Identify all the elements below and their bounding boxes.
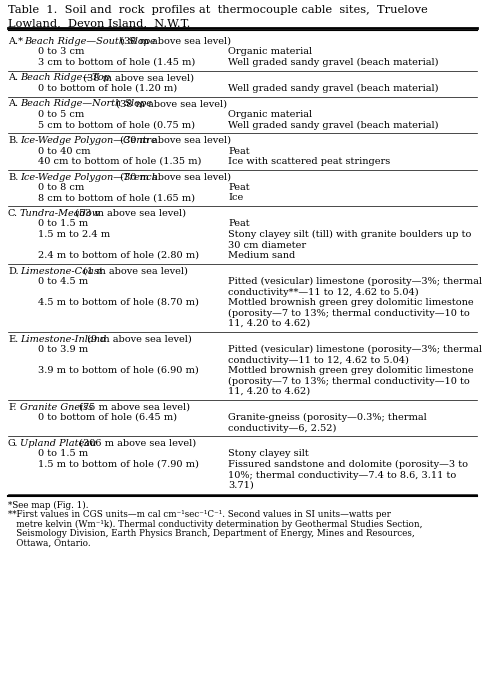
Text: Stony clayey silt: Stony clayey silt [227, 450, 308, 458]
Text: Lowland,  Devon Island,  N.W.T.: Lowland, Devon Island, N.W.T. [8, 18, 190, 28]
Text: metre kelvin (Wm⁻¹k). Thermal conductivity determination by Geothermal Studies S: metre kelvin (Wm⁻¹k). Thermal conductivi… [8, 520, 422, 529]
Text: Limestone-Coast: Limestone-Coast [20, 267, 102, 276]
Text: Ice-Wedge Polygon—Centre: Ice-Wedge Polygon—Centre [20, 136, 156, 145]
Text: *See map (Fig. 1).: *See map (Fig. 1). [8, 500, 88, 510]
Text: Pitted (vesicular) limestone (porosity—3%; thermal
conductivity—11 to 12, 4.62 t: Pitted (vesicular) limestone (porosity—3… [227, 345, 481, 365]
Text: **First values in CGS units—m cal cm⁻¹sec⁻¹C⁻¹. Second values in SI units—watts : **First values in CGS units—m cal cm⁻¹se… [8, 510, 390, 519]
Text: A.: A. [8, 100, 18, 108]
Text: Ice-Wedge Polygon—Trench: Ice-Wedge Polygon—Trench [20, 173, 157, 181]
Text: G.: G. [8, 439, 18, 448]
Text: B.: B. [8, 173, 18, 181]
Text: Well graded sandy gravel (beach material): Well graded sandy gravel (beach material… [227, 121, 438, 129]
Text: 0 to 4.5 m: 0 to 4.5 m [38, 277, 88, 286]
Text: Ice with scattered peat stringers: Ice with scattered peat stringers [227, 157, 390, 166]
Text: A.: A. [8, 74, 18, 83]
Text: 0 to 1.5 m: 0 to 1.5 m [38, 450, 88, 458]
Text: Beach Ridge—North Slope: Beach Ridge—North Slope [20, 100, 151, 108]
Text: (38 m above sea level): (38 m above sea level) [80, 74, 194, 83]
Text: Stony clayey silt (till) with granite boulders up to
30 cm diameter: Stony clayey silt (till) with granite bo… [227, 230, 470, 250]
Text: 0 to 1.5 m: 0 to 1.5 m [38, 219, 88, 229]
Text: C.: C. [8, 209, 18, 218]
Text: 8 cm to bottom of hole (1.65 m): 8 cm to bottom of hole (1.65 m) [38, 194, 195, 202]
Text: (30 m above sea level): (30 m above sea level) [116, 136, 230, 145]
Text: D.: D. [8, 267, 18, 276]
Text: Beach Ridge—South Slope: Beach Ridge—South Slope [24, 37, 155, 46]
Text: 0 to bottom of hole (1.20 m): 0 to bottom of hole (1.20 m) [38, 84, 177, 93]
Text: Organic material: Organic material [227, 110, 312, 119]
Text: Organic material: Organic material [227, 47, 312, 56]
Text: 3.9 m to bottom of hole (6.90 m): 3.9 m to bottom of hole (6.90 m) [38, 366, 198, 375]
Text: (38 m above sea level): (38 m above sea level) [117, 37, 230, 46]
Text: Beach Ridge—Top: Beach Ridge—Top [20, 74, 109, 83]
Text: 4.5 m to bottom of hole (8.70 m): 4.5 m to bottom of hole (8.70 m) [38, 298, 198, 307]
Text: Pitted (vesicular) limestone (porosity—3%; thermal
conductivity**—11 to 12, 4.62: Pitted (vesicular) limestone (porosity—3… [227, 277, 481, 297]
Text: (38 m above sea level): (38 m above sea level) [112, 100, 226, 108]
Text: 40 cm to bottom of hole (1.35 m): 40 cm to bottom of hole (1.35 m) [38, 157, 201, 166]
Text: Granite Gneiss: Granite Gneiss [20, 403, 93, 412]
Text: 1.5 m to bottom of hole (7.90 m): 1.5 m to bottom of hole (7.90 m) [38, 460, 198, 469]
Text: (306 m above sea level): (306 m above sea level) [76, 439, 196, 448]
Text: 0 to 5 cm: 0 to 5 cm [38, 110, 84, 119]
Text: Limestone-Inland: Limestone-Inland [20, 334, 106, 343]
Text: 1.5 m to 2.4 m: 1.5 m to 2.4 m [38, 230, 110, 239]
Text: Well graded sandy gravel (beach material): Well graded sandy gravel (beach material… [227, 58, 438, 67]
Text: 2.4 m to bottom of hole (2.80 m): 2.4 m to bottom of hole (2.80 m) [38, 251, 198, 260]
Text: 0 to 3 cm: 0 to 3 cm [38, 47, 84, 56]
Text: (53 m above sea level): (53 m above sea level) [72, 209, 186, 218]
Text: (30 m above sea level): (30 m above sea level) [116, 173, 230, 181]
Text: (75 m above sea level): (75 m above sea level) [76, 403, 190, 412]
Text: Granite-gneiss (porosity—0.3%; thermal
conductivity—6, 2.52): Granite-gneiss (porosity—0.3%; thermal c… [227, 413, 426, 433]
Text: F.: F. [8, 403, 16, 412]
Text: Fissured sandstone and dolomite (porosity—3 to
10%; thermal conductivity—7.4 to : Fissured sandstone and dolomite (porosit… [227, 460, 467, 490]
Text: Peat: Peat [227, 219, 249, 229]
Text: (1 m above sea level): (1 m above sea level) [80, 267, 188, 276]
Text: 0 to 8 cm: 0 to 8 cm [38, 183, 84, 192]
Text: Ice: Ice [227, 194, 243, 202]
Text: Mottled brownish green grey dolomitic limestone
(porosity—7 to 13%; thermal cond: Mottled brownish green grey dolomitic li… [227, 366, 473, 396]
Text: E.: E. [8, 334, 18, 343]
Text: 5 cm to bottom of hole (0.75 m): 5 cm to bottom of hole (0.75 m) [38, 121, 195, 129]
Text: Medium sand: Medium sand [227, 251, 295, 260]
Text: 3 cm to bottom of hole (1.45 m): 3 cm to bottom of hole (1.45 m) [38, 58, 195, 67]
Text: Table  1.  Soil and  rock  profiles at  thermocouple cable  sites,  Truelove: Table 1. Soil and rock profiles at therm… [8, 5, 427, 15]
Text: Well graded sandy gravel (beach material): Well graded sandy gravel (beach material… [227, 84, 438, 93]
Text: Mottled brownish green grey dolomitic limestone
(porosity—7 to 13%; thermal cond: Mottled brownish green grey dolomitic li… [227, 298, 473, 328]
Text: 0 to bottom of hole (6.45 m): 0 to bottom of hole (6.45 m) [38, 413, 177, 422]
Text: Seismology Division, Earth Physics Branch, Department of Energy, Mines and Resou: Seismology Division, Earth Physics Branc… [8, 529, 414, 538]
Text: (9 m above sea level): (9 m above sea level) [84, 334, 192, 343]
Text: Peat: Peat [227, 146, 249, 156]
Text: Peat: Peat [227, 183, 249, 192]
Text: 0 to 40 cm: 0 to 40 cm [38, 146, 91, 156]
Text: B.: B. [8, 136, 18, 145]
Text: Upland Plateau: Upland Plateau [20, 439, 96, 448]
Text: 0 to 3.9 m: 0 to 3.9 m [38, 345, 88, 354]
Text: Tundra-Meadow: Tundra-Meadow [20, 209, 101, 218]
Text: A.*: A.* [8, 37, 23, 46]
Text: Ottawa, Ontario.: Ottawa, Ontario. [8, 539, 91, 548]
